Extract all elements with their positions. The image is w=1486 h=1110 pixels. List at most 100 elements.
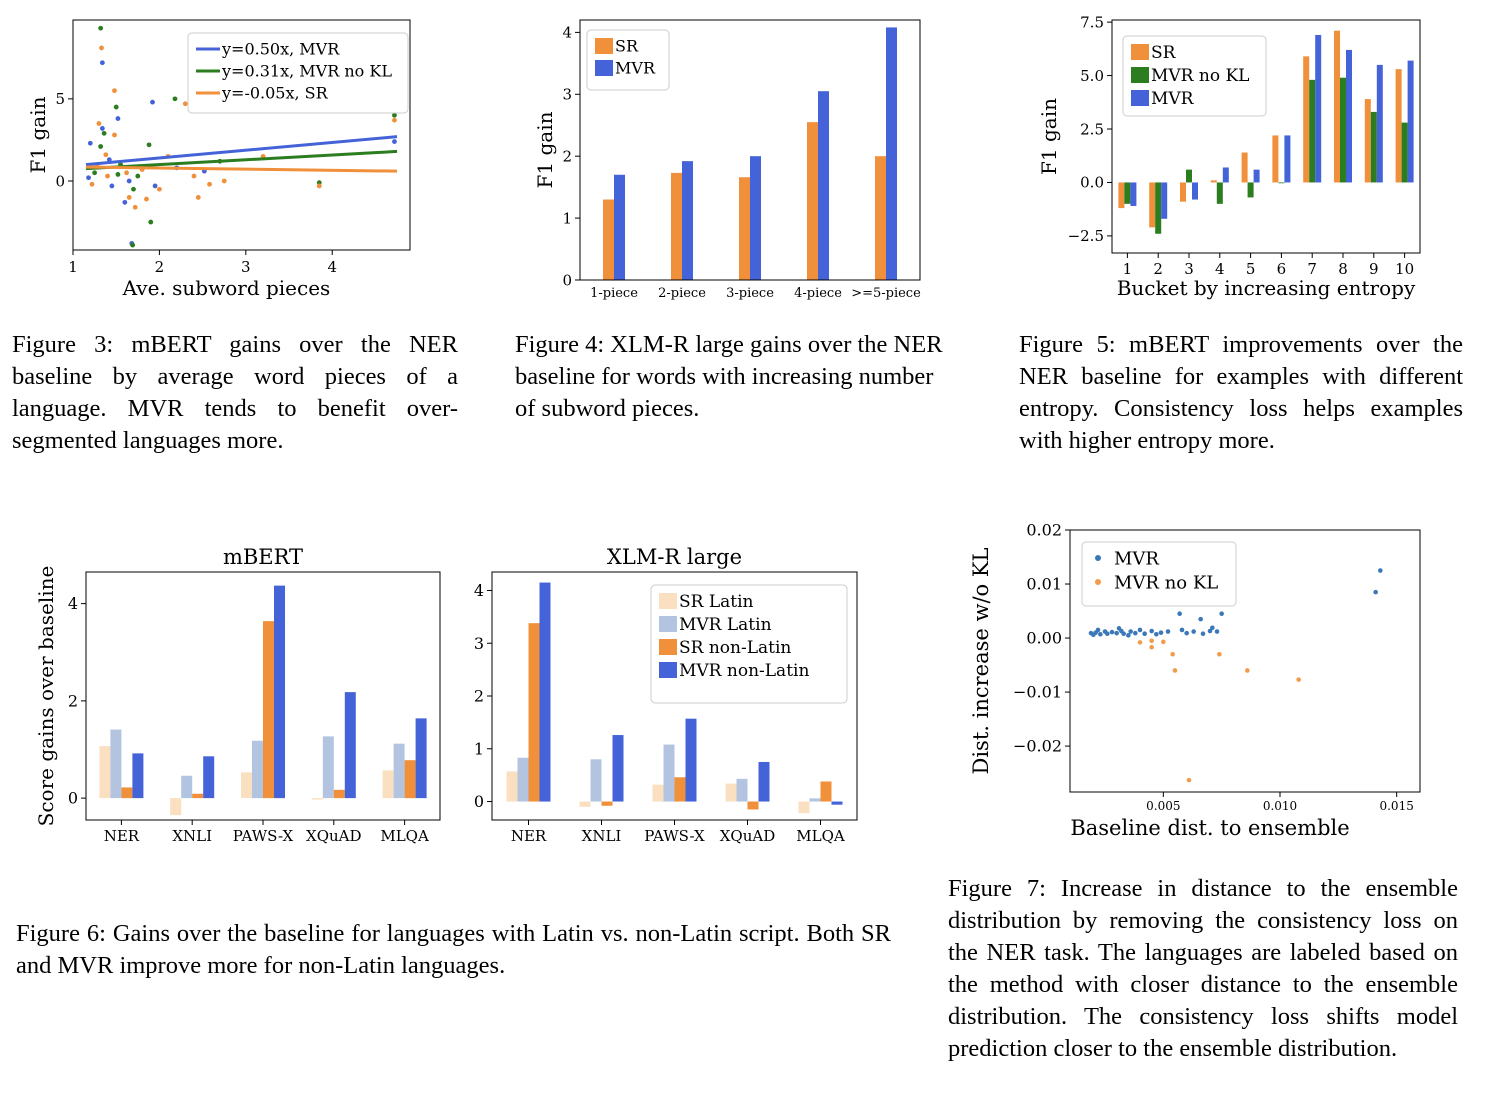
fig3-point [113,104,119,110]
fig6b-legend-label: SR Latin [679,592,754,612]
fig4-xtick-label: 2-piece [658,286,706,301]
fig4-bar [739,177,750,280]
fig6b-bar [590,759,602,802]
figure-7-chart: 0.005 0.010 0.015 −0.02 −0.01 0.00 0.01 0.02 Bas… [960,500,1430,850]
fig5-bar [1216,182,1223,204]
fig3-legend [187,32,409,114]
fig4-legend-swatch [595,38,613,54]
fig7-ylabel: Dist. increase w/o KL [969,547,993,774]
fig5-bar [1346,49,1352,183]
fig7-point [1373,589,1378,595]
fig4-bar [750,156,761,280]
fig4-bar [603,199,614,280]
fig3-point [144,196,149,202]
fig5-legend-swatch [1131,67,1149,83]
fig5-bar [1309,79,1316,183]
figure-3-caption: Figure 3: mBERT gains over the NER basel… [12,331,458,454]
fig5-ytick-label: 5.0 [1080,67,1104,85]
fig4-ytick-label: 3 [562,86,572,104]
fig3-point [131,186,136,192]
fig3-frame [72,19,411,251]
fig6b-xtick-label: XNLI [582,827,622,845]
fig7-point [1137,640,1143,645]
fig3-point [126,195,132,200]
fig7-point [1219,611,1224,617]
fig6b-ytick-label: 0 [474,792,484,811]
fig5-bar [1192,182,1198,200]
fig7-point [1210,625,1215,631]
fig4-ytick-label: 2 [562,147,572,165]
fig3-point [92,170,98,176]
figure-5-caption: Figure 5: mBERT improvements over the NE… [1019,331,1463,454]
fig4-bar [671,172,682,280]
fig4-bar [818,91,829,280]
fig6b-ytick-label: 2 [474,687,484,706]
fig3-point [105,173,110,179]
fig6a-xtick-label: PAWS-X [233,827,294,845]
fig5-ytick-label: −2.5 [1068,227,1104,245]
fig7-legend-label: MVR no KL [1114,572,1218,593]
fig6b-bar [725,783,737,802]
fig5-bar [1284,135,1291,183]
fig3-point [195,195,201,200]
fig3-xlabel: Ave. subword pieces [122,276,331,300]
fig3-point [157,186,162,192]
fig6a-bar [333,789,345,799]
fig6a-bar [311,798,323,800]
fig6a-ytick-label: 0 [68,789,78,808]
fig6b-bar [831,801,843,805]
fig6b-bar [820,781,832,802]
fig5-xtick-label: 5 [1246,260,1256,278]
fig5-bar [1272,135,1279,183]
fig7-point [1121,631,1126,637]
fig3-xtick-label: 2 [155,258,165,276]
fig6b-ytick-label: 3 [474,634,484,653]
fig7-legend-label: MVR [1114,548,1159,569]
fig7-point [1172,668,1178,673]
fig5-bar [1303,56,1310,183]
figure-6-svg: NER XNLI PAWS-X XQuAD MLQA 0 2 4 mBERT NER XNLI PAW… [34,545,858,845]
fig7-legend-swatch [1095,555,1101,561]
fig5-bar [1247,182,1254,198]
fig6b-legend-swatch [659,639,677,655]
figure-5-svg: 1 2 3 4 5 6 7 8 9 10 −2.5 0.0 2.5 5.0 7.5 Bucket by inc… [1037,13,1421,300]
fig6b-legend-swatch [659,662,677,678]
fig3-point [152,183,158,189]
fig5-xtick-label: 7 [1307,260,1317,278]
fig3-point [109,183,115,189]
fig5-bar [1130,182,1137,206]
fig6a-bar [344,692,356,799]
figure-4-chart: 1-piece 2-piece 3-piece 4-piece >=5-piece 0 1 2… [510,0,930,310]
fig5-bar [1376,64,1383,183]
fig3-regression-line [85,135,398,167]
fig4-xtick-label: 1-piece [590,286,638,301]
fig5-legend-label: SR [1151,43,1177,63]
fig3-point [101,130,107,136]
fig5-ytick-label: 0.0 [1080,174,1104,192]
fig6a-bar [110,729,122,799]
fig3-point [135,173,141,179]
fig6a-bar [274,585,285,799]
fig5-bar [1124,182,1131,204]
fig3-point [115,116,121,121]
fig7-xlabel: Baseline dist. to ensemble [1070,816,1349,840]
fig7-point [1214,629,1220,634]
fig3-xtick-label: 4 [327,258,337,276]
fig4-xtick-label: 3-piece [726,286,774,301]
fig5-xtick-label: 8 [1338,260,1348,278]
fig3-point [172,96,178,102]
fig3-point [392,112,397,118]
fig6a-bar [382,770,394,799]
fig5-legend-label: MVR [1151,89,1195,109]
fig7-point [1177,611,1182,617]
fig3-ytick-label: 5 [55,90,65,108]
fig4-bar [614,174,625,280]
fig6a-bar [415,718,427,799]
fig4-ytick-label: 1 [562,209,572,227]
fig5-legend [1122,35,1267,117]
fig3-point [99,60,105,66]
fig6a-xtick-label: XQuAD [306,827,362,845]
fig7-point [1095,627,1101,633]
figure-6-caption: Figure 6: Gains over the baseline for la… [16,920,891,979]
fig6b-xtick-label: XQuAD [720,827,776,845]
